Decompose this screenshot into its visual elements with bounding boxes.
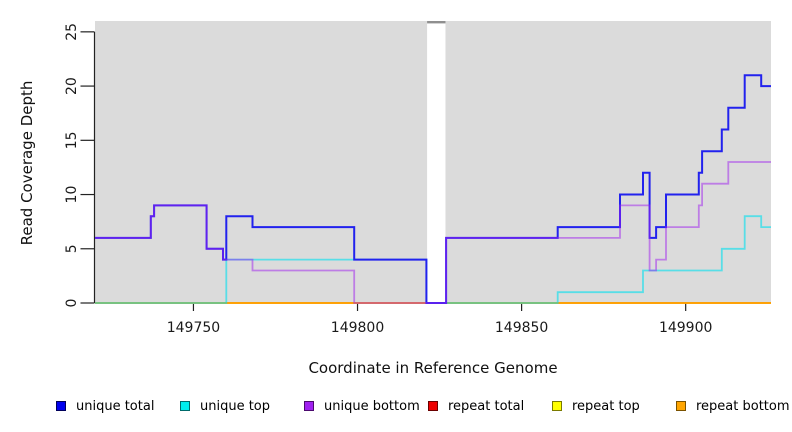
legend-label-repeat-total: repeat total: [448, 398, 525, 414]
y-tick-label: 0: [64, 299, 80, 308]
y-tick-label: 5: [64, 244, 80, 253]
legend-item-unique-top: unique top: [180, 398, 270, 414]
coverage-plot: 0 5 10 15 20 25 149750 149800 149850 149900 Coord…: [18, 21, 771, 377]
legend-label-unique-top: unique top: [200, 398, 271, 414]
legend-item-unique-bottom: unique bottom: [304, 398, 420, 414]
x-tick-label: 149750: [167, 320, 220, 336]
y-tick-label: 20: [64, 77, 80, 95]
legend-swatch-repeat-bottom: [676, 401, 686, 411]
series-line-unique-top: [95, 215, 771, 304]
legend-swatch-repeat-top: [552, 401, 562, 411]
y-tick-label: 15: [64, 131, 80, 149]
y-tick-label: 10: [64, 186, 80, 204]
series-line-unique-bottom: [95, 161, 771, 304]
no-data-gap-band: [427, 21, 446, 303]
y-axis-title: Read Coverage Depth: [18, 81, 36, 246]
legend-item-repeat-total: repeat total: [428, 398, 524, 414]
y-tick-label: 25: [64, 23, 80, 41]
no-data-gap-cap: [427, 21, 446, 24]
x-axis-title: Coordinate in Reference Genome: [308, 359, 557, 377]
x-tick-label: 149800: [331, 320, 384, 336]
legend-label-unique-total: unique total: [76, 398, 155, 414]
legend-label-repeat-bottom: repeat bottom: [696, 398, 790, 414]
legend: unique total unique top unique bottom repea…: [0, 396, 792, 420]
legend-item-repeat-top: repeat top: [552, 398, 640, 414]
legend-swatch-unique-top: [180, 401, 190, 411]
legend-label-unique-bottom: unique bottom: [324, 398, 420, 414]
legend-label-repeat-top: repeat top: [572, 398, 640, 414]
legend-item-repeat-bottom: repeat bottom: [676, 398, 790, 414]
x-tick-label: 149850: [495, 320, 548, 336]
legend-item-unique-total: unique total: [56, 398, 154, 414]
legend-swatch-unique-bottom: [304, 401, 314, 411]
plot-dynamic-layers: 0 5 10 15 20 25 149750 149800 149850 149900: [64, 21, 771, 336]
legend-swatch-repeat-total: [428, 401, 438, 411]
x-tick-label: 149900: [659, 320, 712, 336]
legend-swatch-unique-total: [56, 401, 66, 411]
